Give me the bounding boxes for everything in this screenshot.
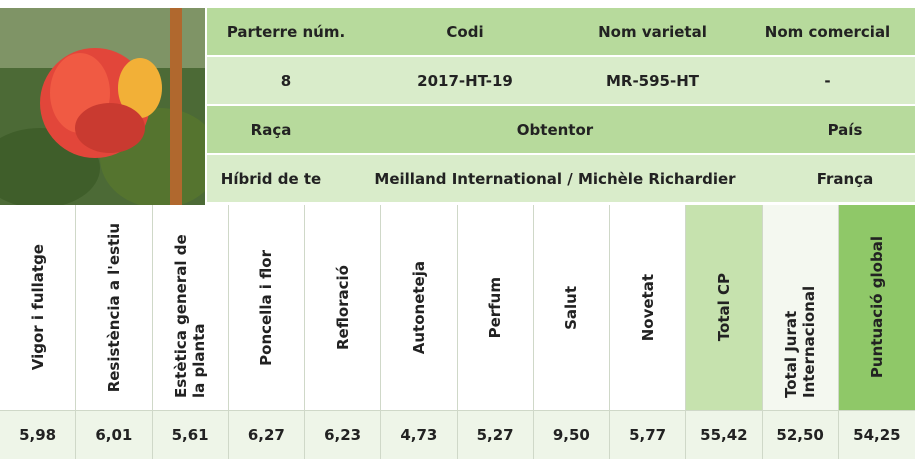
header-value: -	[740, 57, 915, 104]
score-label: Total Jurat Internacional	[782, 218, 818, 398]
score-value: 5,27	[458, 411, 533, 459]
score-header: Poncella i flor	[229, 205, 304, 411]
score-label: Autoneteja	[410, 261, 428, 354]
page: Parterre núm.CodiNom varietalNom comerci…	[0, 0, 915, 466]
score-value: 55,42	[686, 411, 761, 459]
score-value: 52,50	[763, 411, 838, 459]
score-header: Salut	[534, 205, 609, 411]
score-label: Estètica general de la planta	[172, 218, 208, 398]
header-label: Codi	[365, 8, 565, 55]
score-header: Refloració	[305, 205, 380, 411]
header-label: Obtentor	[335, 106, 775, 153]
score-label: Vigor i fullatge	[29, 244, 47, 370]
score-label: Total CP	[715, 273, 733, 341]
score-label: Poncella i flor	[257, 250, 275, 366]
header-label: Raça	[207, 106, 335, 153]
score-header: Total Jurat Internacional	[763, 205, 838, 411]
score-label: Perfum	[486, 277, 504, 338]
score-column: Perfum 5,27	[458, 205, 534, 459]
score-value: 5,61	[153, 411, 228, 459]
score-column: Autoneteja 4,73	[381, 205, 457, 459]
score-column: Refloració 6,23	[305, 205, 381, 459]
header-value: 2017-HT-19	[365, 57, 565, 104]
score-header: Resistència a l'estiu	[76, 205, 151, 411]
score-value: 5,77	[610, 411, 685, 459]
score-column: Salut 9,50	[534, 205, 610, 459]
score-label: Refloració	[334, 265, 352, 350]
score-value: 6,23	[305, 411, 380, 459]
rose-photo	[0, 8, 205, 205]
score-value: 54,25	[839, 411, 915, 459]
header-value: Híbrid de te	[207, 155, 335, 202]
score-column: Total Jurat Internacional 52,50	[763, 205, 839, 459]
score-column: Resistència a l'estiu 6,01	[76, 205, 152, 459]
score-column: Novetat 5,77	[610, 205, 686, 459]
score-header: Total CP	[686, 205, 761, 411]
score-label: Resistència a l'estiu	[105, 223, 123, 392]
score-header: Autoneteja	[381, 205, 456, 411]
score-header: Perfum	[458, 205, 533, 411]
header-value: França	[775, 155, 915, 202]
score-header: Vigor i fullatge	[0, 205, 75, 411]
score-value: 6,01	[76, 411, 151, 459]
score-column: Total CP 55,42	[686, 205, 762, 459]
score-value: 4,73	[381, 411, 456, 459]
header-label: Nom comercial	[740, 8, 915, 55]
score-value: 6,27	[229, 411, 304, 459]
score-label: Novetat	[639, 274, 657, 341]
score-header: Novetat	[610, 205, 685, 411]
header-label: País	[775, 106, 915, 153]
score-value: 9,50	[534, 411, 609, 459]
header-value: Meilland International / Michèle Richard…	[335, 155, 775, 202]
score-column: Poncella i flor 6,27	[229, 205, 305, 459]
score-column: Puntuació global 54,25	[839, 205, 915, 459]
score-column: Vigor i fullatge 5,98	[0, 205, 76, 459]
header-label: Parterre núm.	[207, 8, 365, 55]
score-header: Puntuació global	[839, 205, 915, 411]
header-value: MR-595-HT	[565, 57, 740, 104]
score-label: Puntuació global	[868, 236, 886, 378]
score-value: 5,98	[0, 411, 75, 459]
score-column: Estètica general de la planta 5,61	[153, 205, 229, 459]
header-label: Nom varietal	[565, 8, 740, 55]
score-header: Estètica general de la planta	[153, 205, 228, 411]
score-label: Salut	[562, 286, 580, 330]
header-value: 8	[207, 57, 365, 104]
